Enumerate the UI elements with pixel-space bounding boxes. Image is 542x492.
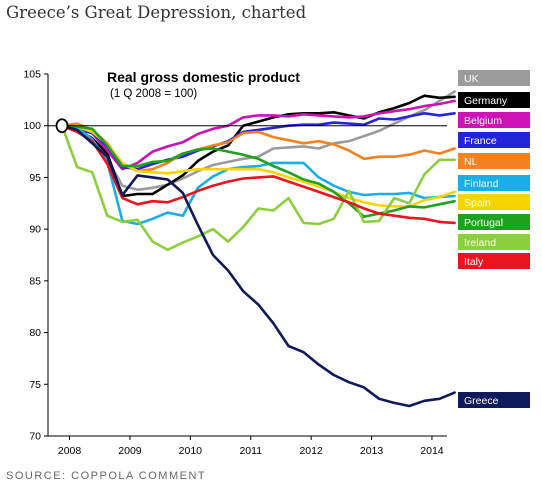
legend-label-ireland: Ireland bbox=[464, 237, 496, 249]
x-tick-label: 2013 bbox=[360, 445, 384, 457]
legend-label-nl: NL bbox=[464, 156, 478, 168]
series-line-portugal bbox=[60, 124, 456, 218]
x-tick-label: 2011 bbox=[239, 445, 262, 457]
legend-swatch-germany bbox=[458, 92, 530, 108]
legend-label-greece: Greece bbox=[464, 395, 499, 407]
chart-subtitle: (1 Q 2008 = 100) bbox=[110, 88, 197, 100]
legend-label-portugal: Portugal bbox=[464, 217, 503, 229]
y-tick-label: 80 bbox=[29, 327, 41, 339]
y-tick-label: 90 bbox=[29, 224, 41, 236]
y-tick-label: 95 bbox=[29, 172, 41, 184]
base-point-marker bbox=[55, 118, 69, 134]
y-tick-label: 100 bbox=[23, 120, 41, 132]
page-title: Greece’s Great Depression, charted bbox=[6, 3, 307, 22]
legend: UK Germany Belgium France NL Finland Spain Port… bbox=[458, 70, 530, 408]
legend-swatch-ireland bbox=[458, 234, 530, 250]
x-tick-label: 2009 bbox=[118, 445, 142, 457]
legend-swatch-finland bbox=[458, 175, 530, 191]
legend-label-italy: Italy bbox=[464, 256, 484, 268]
legend-label-uk: UK bbox=[464, 73, 479, 85]
y-tick-label: 70 bbox=[29, 431, 41, 443]
series-line-italy bbox=[60, 124, 456, 225]
x-tick-label: 2012 bbox=[299, 445, 323, 457]
legend-swatch-belgium bbox=[458, 112, 530, 128]
series-lines bbox=[60, 90, 456, 408]
series-line-greece bbox=[60, 124, 456, 408]
source-note: SOURCE: COPPOLA COMMENT bbox=[6, 470, 207, 482]
legend-swatch-france bbox=[458, 132, 530, 148]
legend-swatch-portugal bbox=[458, 214, 530, 230]
series-line-ireland bbox=[60, 124, 456, 252]
x-tick-label: 2010 bbox=[179, 445, 203, 457]
legend-swatch-nl bbox=[458, 153, 530, 169]
x-tick-label: 2008 bbox=[58, 445, 82, 457]
legend-swatch-greece bbox=[458, 392, 530, 408]
legend-label-germany: Germany bbox=[464, 95, 508, 107]
legend-label-france: France bbox=[464, 135, 497, 147]
series-line-germany bbox=[60, 94, 456, 198]
legend-label-belgium: Belgium bbox=[464, 115, 502, 127]
chart-title: Real gross domestic product bbox=[107, 69, 300, 85]
y-tick-label: 105 bbox=[23, 69, 41, 81]
axes: 70 75 80 85 90 95 100 105 2008 2009 2010 2011 2012 20… bbox=[23, 69, 447, 457]
x-tick-label: 2014 bbox=[420, 445, 444, 457]
legend-swatch-uk bbox=[458, 70, 530, 86]
y-tick-label: 85 bbox=[29, 275, 41, 287]
legend-label-spain: Spain bbox=[464, 197, 491, 209]
legend-swatch-spain bbox=[458, 194, 530, 210]
legend-label-finland: Finland bbox=[464, 178, 499, 190]
legend-swatch-italy bbox=[458, 253, 530, 269]
y-tick-label: 75 bbox=[29, 379, 41, 391]
annotations: Real gross domestic product (1 Q 2008 = 1… bbox=[48, 69, 447, 134]
